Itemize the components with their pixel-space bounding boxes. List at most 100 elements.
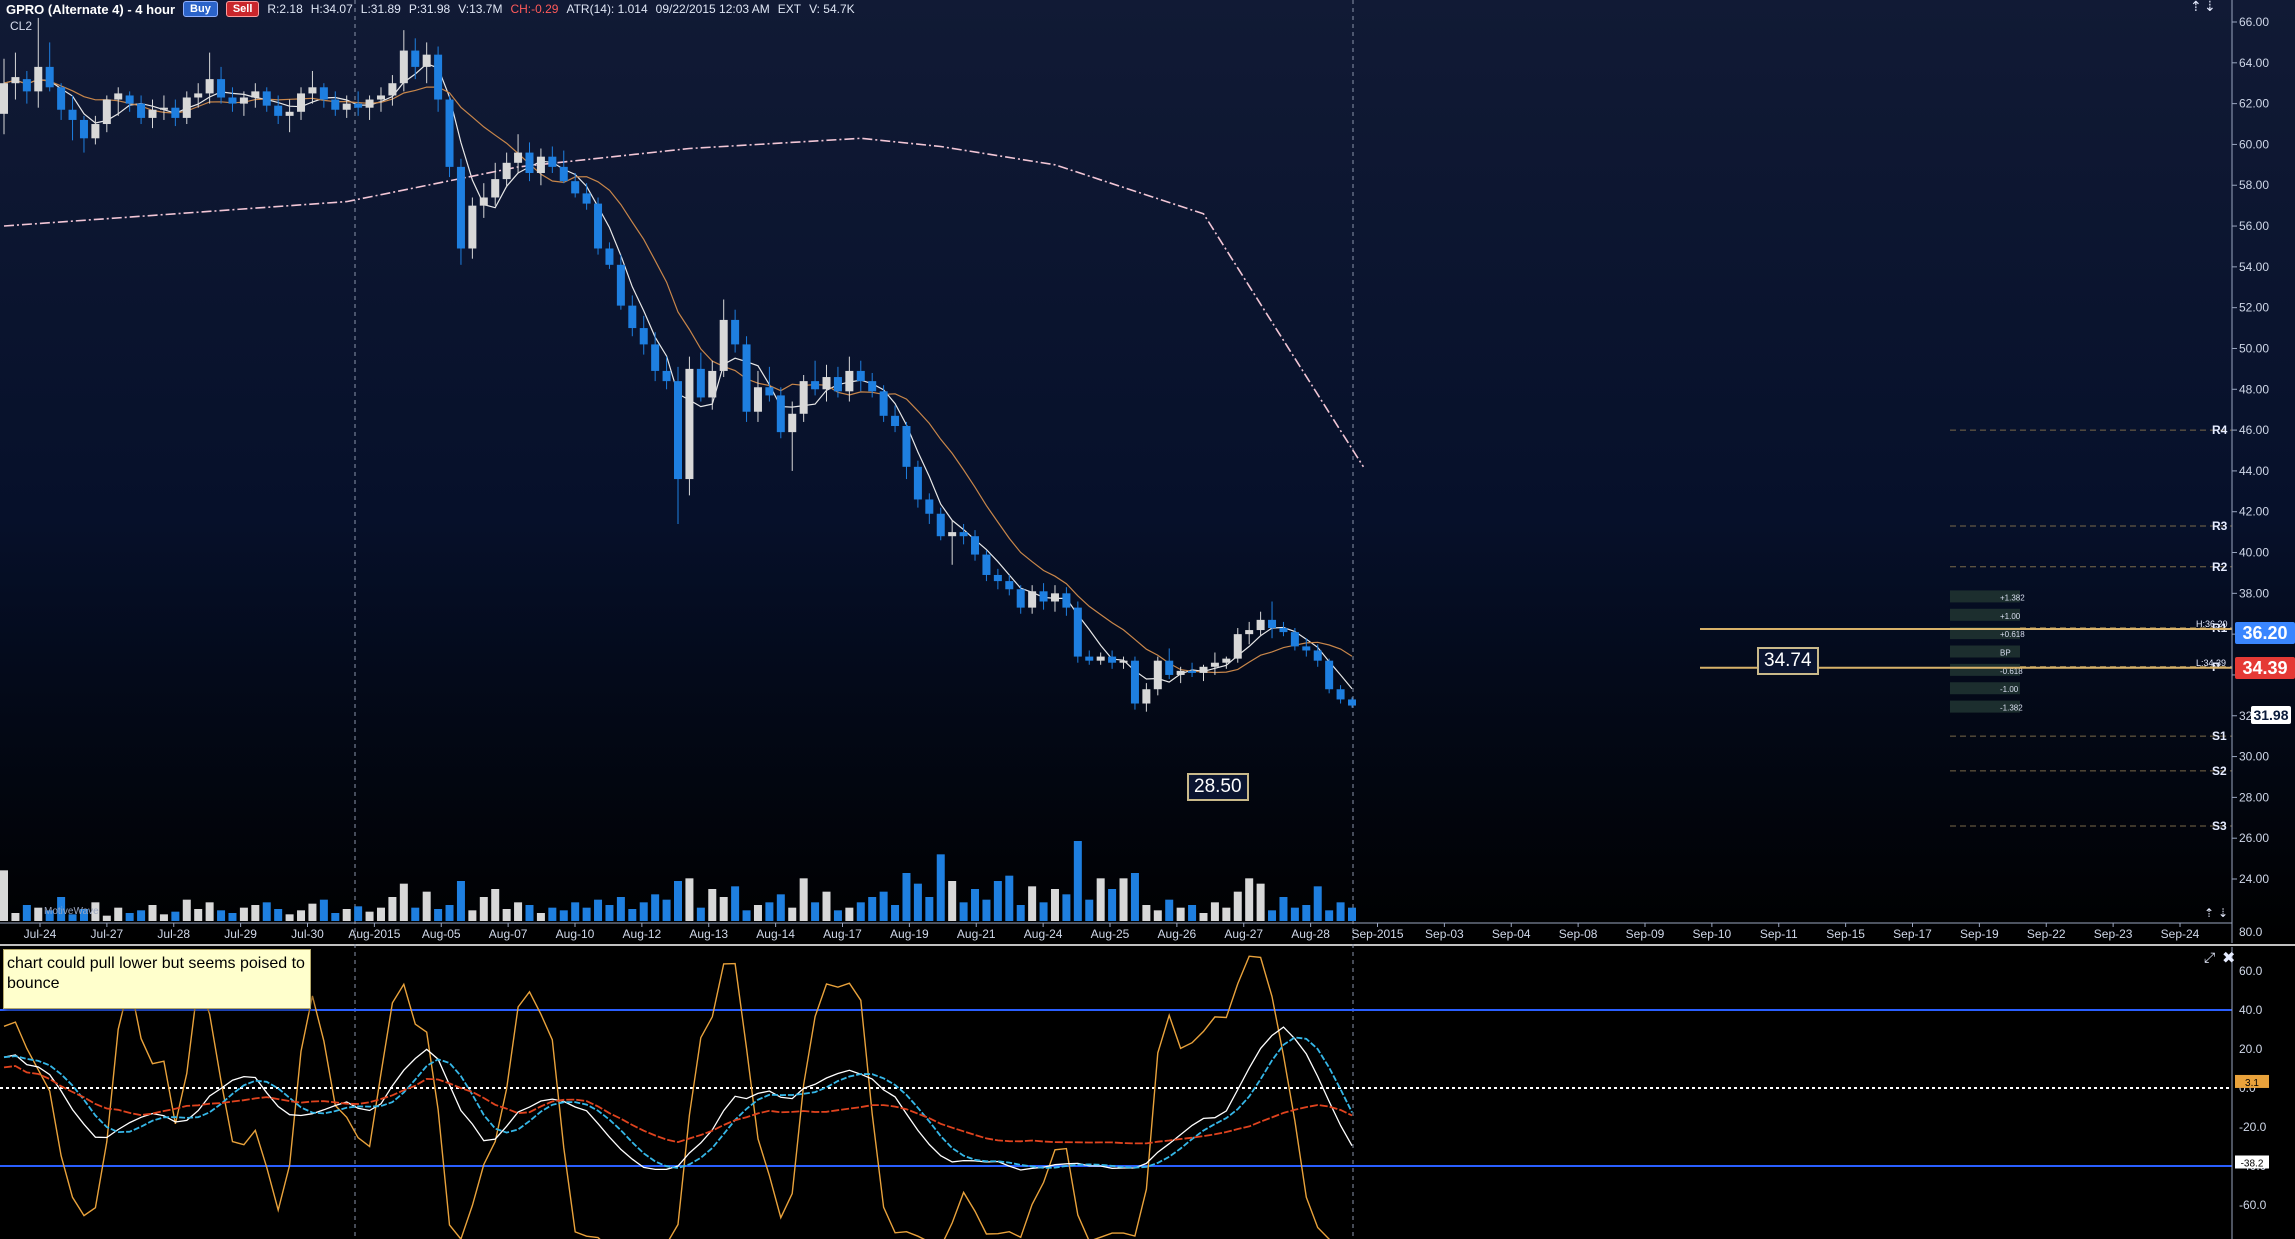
- volume-bar: [262, 902, 271, 921]
- volume-bar: [194, 909, 203, 921]
- fib-zone: [1950, 608, 2020, 621]
- volume-bar: [239, 907, 248, 921]
- volume-bar: [742, 910, 751, 921]
- candle-body: [868, 381, 877, 392]
- candle-body: [731, 319, 740, 345]
- sticky-note[interactable]: chart could pull lower but seems poised …: [3, 949, 311, 1009]
- date-tick-label: Aug-2015: [348, 927, 400, 941]
- oscillator-tick-label: 80.0: [2239, 925, 2263, 939]
- candle-body: [788, 413, 797, 433]
- candle-body: [388, 83, 397, 96]
- maximize-icon[interactable]: ⤢: [2204, 949, 2216, 965]
- volume-bar: [868, 897, 877, 921]
- oscillator-tick-label: -60.0: [2239, 1198, 2267, 1212]
- volume-bar: [845, 907, 854, 921]
- volume-bar: [1188, 905, 1197, 921]
- volume-bar: [114, 907, 123, 921]
- volume-bar: [1165, 899, 1174, 921]
- candle-body: [1130, 660, 1139, 704]
- date-tick-label: Aug-14: [756, 927, 795, 941]
- volume-bar: [137, 910, 146, 921]
- volume-bar: [731, 886, 740, 921]
- volume-bar: [502, 909, 511, 921]
- candle-body: [936, 513, 945, 537]
- arrow-down-icon[interactable]: ⇣: [2204, 0, 2216, 14]
- annotation-2850[interactable]: 28.50: [1187, 773, 1249, 801]
- sell-button[interactable]: Sell: [225, 1, 260, 17]
- date-tick-label: Sep-2015: [1351, 927, 1403, 941]
- price-tick-label: 30.00: [2239, 750, 2269, 764]
- candle-body: [1290, 632, 1299, 647]
- candle-body: [879, 391, 888, 416]
- annotation-3474[interactable]: 34.74: [1757, 647, 1819, 675]
- candle-body: [68, 109, 77, 120]
- candle-body: [11, 77, 20, 84]
- candle-body: [159, 107, 168, 110]
- candle-body: [0, 83, 8, 114]
- candle-body: [799, 381, 808, 414]
- chart-header: GPRO (Alternate 4) - 4 hour Buy Sell R:2…: [0, 0, 855, 18]
- oscillator-tick-label: -20.0: [2239, 1120, 2267, 1134]
- candle-body: [1325, 660, 1334, 690]
- candle-body: [1096, 656, 1105, 661]
- candle-body: [993, 574, 1002, 582]
- price-tick-label: 64.00: [2239, 56, 2269, 70]
- candle-body: [651, 344, 660, 371]
- scroll-up-icon[interactable]: ⇡: [2204, 906, 2215, 920]
- volume-bar: [79, 909, 88, 921]
- candle-body: [502, 162, 511, 180]
- candle-body: [1073, 607, 1082, 657]
- candle-body: [776, 395, 785, 433]
- volume-bar: [891, 905, 900, 921]
- volume-bar: [879, 891, 888, 921]
- volume-bar: [514, 902, 523, 921]
- candle-body: [1268, 619, 1277, 629]
- fib-label: -1.00: [2000, 685, 2019, 694]
- date-tick-label: Sep-03: [1425, 927, 1464, 941]
- candle-body: [1142, 689, 1151, 704]
- fib-zone: [1950, 700, 2020, 713]
- candle-body: [34, 66, 43, 92]
- volume-bar: [1245, 878, 1254, 921]
- candle-body: [57, 87, 66, 110]
- volume-bar: [285, 914, 294, 921]
- candle-body: [22, 79, 31, 92]
- candle-body: [479, 197, 488, 206]
- volume-bar: [91, 902, 100, 921]
- volume-bar: [1222, 907, 1231, 921]
- volume-bar: [205, 902, 214, 921]
- buy-button[interactable]: Buy: [183, 1, 218, 17]
- volume-bar: [1302, 905, 1311, 921]
- candle-body: [685, 368, 694, 480]
- volume-bar: [171, 911, 180, 921]
- date-tick-label: Aug-26: [1158, 927, 1197, 941]
- candle-body: [548, 156, 557, 167]
- date-tick-label: Aug-19: [890, 927, 929, 941]
- chart-subtag: CL2: [10, 19, 33, 33]
- price-tick-label: 50.00: [2239, 341, 2269, 355]
- volume-bar: [148, 905, 157, 921]
- candle-body: [925, 499, 934, 514]
- candle-body: [1165, 660, 1174, 675]
- candle-body: [639, 328, 648, 345]
- volume-bar: [628, 909, 637, 921]
- volume-bar: [708, 889, 717, 921]
- volume-bar: [776, 894, 785, 921]
- pivot-label: S1: [2212, 729, 2227, 743]
- oscillator-value-badge: [2235, 1074, 2269, 1088]
- stat-low: L:31.89: [360, 2, 401, 16]
- close-icon[interactable]: ✖: [2222, 950, 2236, 967]
- candle-body: [376, 95, 385, 100]
- arrow-up-icon[interactable]: ⇡: [2190, 0, 2202, 14]
- pivot-label: R1: [2212, 621, 2228, 635]
- volume-bar: [1108, 889, 1117, 921]
- volume-bar: [331, 913, 340, 921]
- volume-bar: [1062, 894, 1071, 921]
- candle-body: [114, 93, 123, 100]
- candle-body: [708, 370, 717, 398]
- volume-bar: [34, 907, 43, 921]
- candle-body: [902, 426, 911, 467]
- volume-bar: [616, 897, 625, 921]
- scroll-down-icon[interactable]: ⇣: [2218, 906, 2229, 920]
